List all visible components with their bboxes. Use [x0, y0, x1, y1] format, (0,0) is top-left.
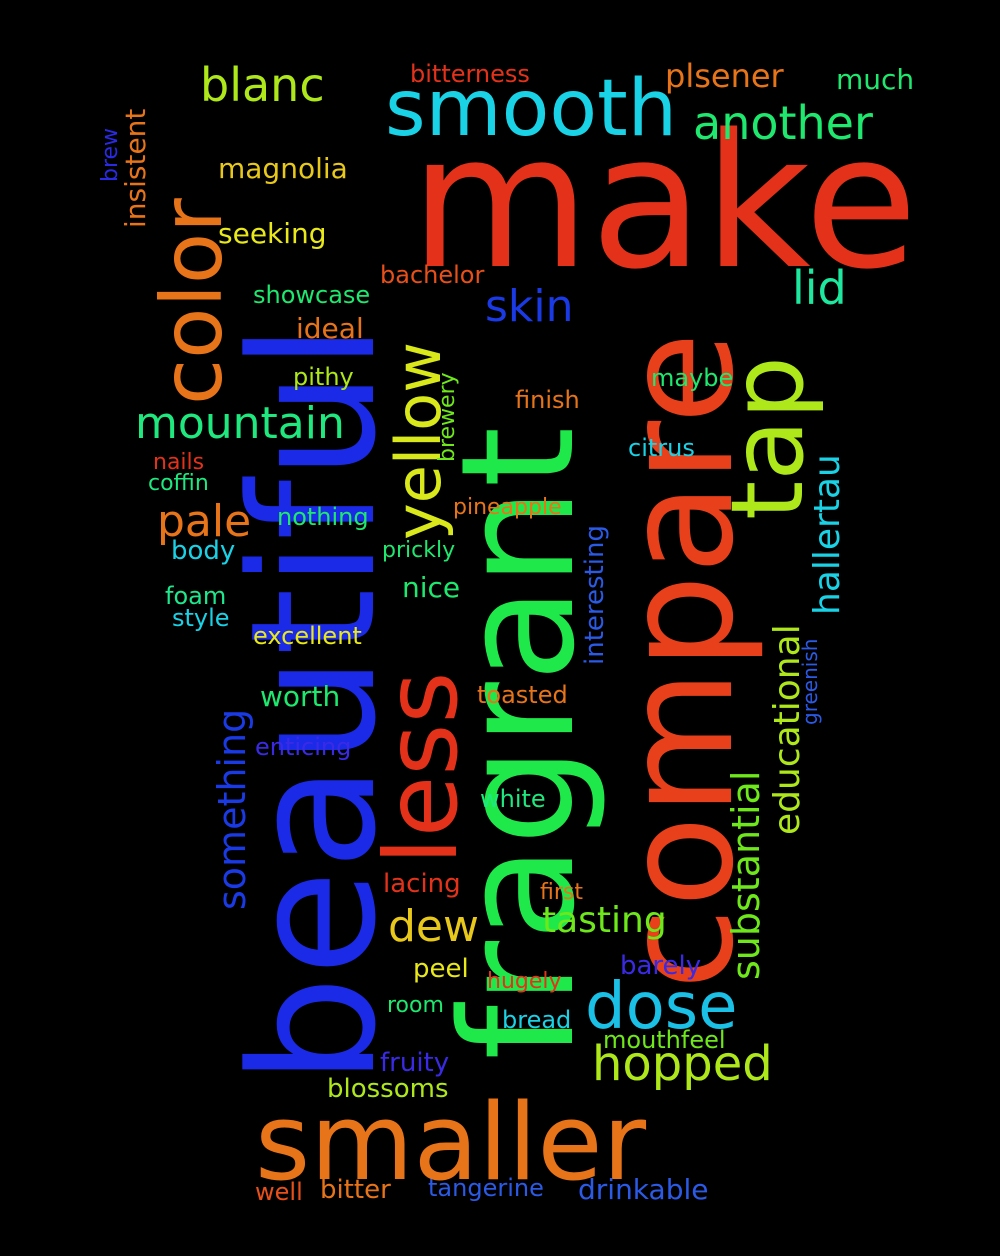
word-brew: brew — [98, 127, 123, 182]
word-pineapple: pineapple — [453, 495, 562, 520]
word-well: well — [255, 1178, 303, 1206]
word-hallertau: hallertau — [807, 454, 848, 615]
word-maybe: maybe — [651, 364, 734, 392]
word-toasted: toasted — [477, 681, 568, 709]
word-bread: bread — [502, 1006, 572, 1034]
word-blanc: blanc — [200, 58, 325, 112]
word-skin: skin — [485, 281, 574, 332]
word-smooth: smooth — [385, 64, 678, 154]
word-tasting: tasting — [542, 900, 667, 941]
word-nice: nice — [402, 571, 461, 604]
word-dew: dew — [388, 901, 479, 952]
word-style: style — [172, 604, 230, 632]
word-pithy: pithy — [293, 363, 354, 391]
word-first: first — [540, 880, 583, 905]
word-pale: pale — [157, 496, 252, 547]
word-nails: nails — [153, 450, 205, 475]
word-peel: peel — [413, 954, 469, 984]
word-fruity: fruity — [380, 1048, 450, 1078]
word-excellent: excellent — [253, 622, 362, 650]
word-bitter: bitter — [320, 1175, 391, 1205]
word-tangerine: tangerine — [428, 1174, 544, 1202]
word-greenish: greenish — [798, 638, 822, 725]
word-dose: dose — [585, 970, 738, 1044]
word-less: less — [363, 671, 480, 865]
word-barely: barely — [620, 951, 702, 981]
word-much: much — [836, 63, 915, 96]
word-lacing: lacing — [383, 869, 461, 899]
word-substantial: substantial — [724, 770, 768, 980]
word-bitterness: bitterness — [410, 60, 530, 88]
word-nothing: nothing — [277, 503, 369, 531]
word-citrus: citrus — [628, 434, 695, 462]
word-brewery: brewery — [435, 372, 460, 462]
word-smaller: smaller — [255, 1081, 647, 1204]
word-seeking: seeking — [218, 217, 327, 250]
word-enticing: enticing — [255, 733, 352, 761]
word-hugely: hugely — [487, 969, 562, 994]
word-room: room — [387, 993, 444, 1018]
word-mountain: mountain — [135, 398, 345, 449]
word-coffin: coffin — [148, 471, 209, 496]
word-make: make — [410, 94, 918, 310]
word-worth: worth — [260, 680, 341, 713]
word-foam: foam — [165, 582, 227, 610]
word-body: body — [171, 536, 236, 566]
word-plsener: plsener — [665, 57, 784, 95]
word-blossoms: blossoms — [327, 1074, 449, 1104]
word-magnolia: magnolia — [218, 152, 348, 185]
word-lid: lid — [792, 261, 847, 315]
word-another: another — [693, 96, 873, 150]
word-insistent: insistent — [119, 108, 152, 228]
word-drinkable: drinkable — [578, 1173, 709, 1206]
word-prickly: prickly — [382, 538, 456, 563]
word-finish: finish — [515, 386, 580, 414]
word-bachelor: bachelor — [380, 261, 485, 289]
word-white: white — [480, 785, 546, 813]
word-interesting: interesting — [580, 525, 610, 665]
word-hopped: hopped — [592, 1036, 773, 1092]
word-ideal: ideal — [296, 312, 364, 345]
word-showcase: showcase — [253, 281, 371, 309]
word-mouthfeel: mouthfeel — [603, 1026, 726, 1054]
word-something: something — [210, 708, 254, 910]
